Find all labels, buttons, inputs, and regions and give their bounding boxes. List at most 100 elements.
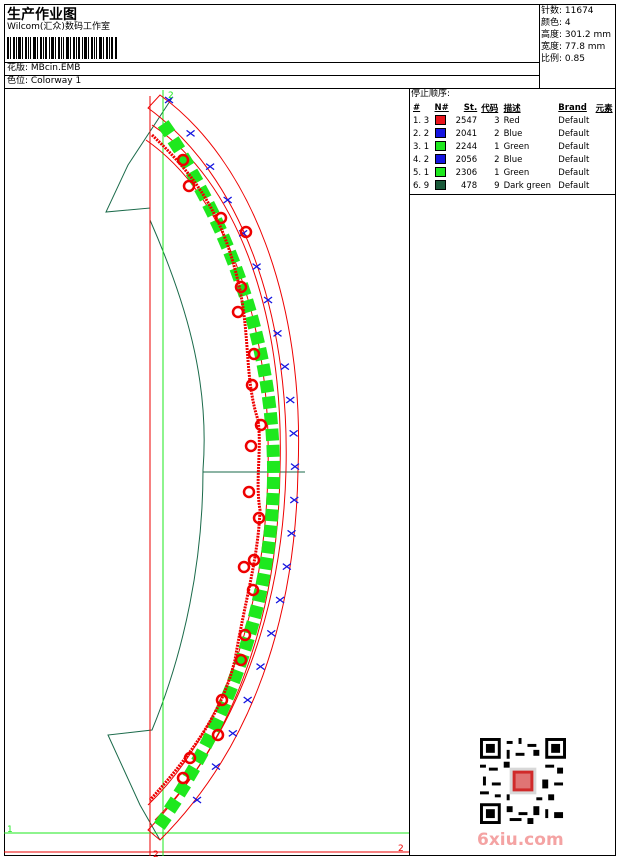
page-frame: [4, 4, 616, 856]
green-block: [202, 201, 220, 218]
sequence-title: 停止顺序:: [411, 89, 451, 99]
green-block: [243, 620, 260, 636]
outer-border-band: [147, 94, 300, 841]
blue-mark: [186, 129, 195, 137]
red-curl: [246, 583, 260, 597]
table-row: 5. 1 2306 1 Green Default: [411, 166, 616, 179]
row-index: 3. 1: [413, 141, 430, 152]
row-color-swatch-cell: [433, 140, 452, 153]
blue-stitch-marks: [164, 96, 300, 804]
green-block: [207, 716, 225, 733]
design-file-label: 花版: MBcin.EMB: [7, 63, 81, 73]
green-block: [266, 492, 280, 506]
green-block: [251, 588, 268, 603]
table-row: 1. 3 2547 3 Red Default: [411, 114, 616, 127]
blue-mark: [263, 296, 273, 304]
red-vine-stitch: [148, 133, 262, 802]
red-curl: [254, 418, 268, 432]
row-index: 4. 2: [413, 154, 430, 165]
header-bottom-line: [4, 88, 616, 89]
header-divider-2: [4, 75, 540, 76]
stats-divider: [539, 4, 540, 88]
design-height: 高度: 301.2 mm: [541, 30, 612, 40]
row-brand: Default: [558, 167, 590, 178]
blue-mark: [164, 96, 174, 104]
red-curl: [234, 280, 248, 294]
red-curl: [176, 771, 190, 785]
blue-mark: [273, 329, 282, 337]
design-outline: [105, 97, 205, 841]
red-curl: [252, 511, 266, 525]
blue-mark: [287, 529, 296, 537]
col-header-needle: N#: [434, 102, 449, 113]
green-block: [245, 314, 261, 330]
green-block: [263, 412, 278, 426]
row-element: [594, 166, 616, 179]
row-desc: Red: [503, 115, 520, 126]
color-swatch: [434, 167, 446, 178]
sequence-bottom-line: [409, 194, 616, 195]
colorway-label: 色位: Colorway 1: [7, 76, 82, 86]
color-sequence-table: # N# St. 代码 描述 Brand 元素 1. 3 2547 3 Red Defa…: [411, 101, 616, 192]
marker-axis-two-right: 2: [398, 844, 404, 854]
row-code: 2: [494, 154, 500, 165]
red-curl: [231, 305, 245, 319]
green-block: [173, 780, 191, 798]
green-satin-blocks: [154, 120, 281, 830]
green-block: [256, 363, 272, 378]
green-block: [255, 572, 271, 587]
page-title: 生产作业图: [7, 7, 77, 23]
col-header-element: 元素: [595, 103, 613, 114]
red-curl: [245, 378, 259, 392]
blue-mark: [280, 363, 290, 371]
red-curl: [211, 728, 225, 742]
row-color-swatch-cell: [433, 114, 452, 127]
row-index: 6. 9: [413, 180, 430, 191]
table-row: 6. 9 478 9 Dark green Default: [411, 179, 616, 192]
red-curl: [183, 751, 197, 765]
green-block: [191, 748, 209, 766]
green-block: [164, 796, 182, 814]
row-desc: Green: [503, 141, 530, 152]
blue-mark: [211, 763, 221, 771]
color-swatch: [434, 154, 446, 165]
blue-mark: [266, 629, 276, 637]
red-curl: [242, 485, 256, 499]
row-code: 2: [494, 128, 500, 139]
green-block: [266, 444, 280, 458]
row-element: [594, 114, 616, 127]
green-block: [264, 508, 279, 522]
row-stitches: 2056: [455, 154, 478, 165]
blue-mark: [285, 396, 295, 404]
watermark-text: 6xiu.com: [477, 830, 564, 850]
color-swatch: [434, 115, 446, 126]
red-curl-motifs: [176, 153, 268, 785]
row-brand: Default: [558, 154, 590, 165]
table-header-row: # N# St. 代码 描述 Brand 元素: [411, 101, 616, 114]
red-curl: [244, 439, 258, 453]
row-stitches: 478: [460, 180, 478, 191]
barcode: [7, 37, 117, 59]
blue-mark: [243, 696, 253, 704]
row-code: 9: [494, 180, 500, 191]
row-stitches: 2547: [455, 115, 478, 126]
red-curl: [247, 347, 261, 361]
row-desc: Dark green: [503, 180, 551, 191]
green-block: [259, 379, 275, 394]
row-code: 1: [494, 141, 500, 152]
marker-top: 2: [168, 91, 174, 101]
row-color-swatch-cell: [433, 179, 452, 192]
row-index: 2. 2: [413, 128, 430, 139]
row-element: [594, 140, 616, 153]
row-element: [594, 179, 616, 192]
row-desc: Blue: [503, 154, 523, 165]
design-scale: 比例: 0.85: [541, 54, 585, 64]
red-curl: [234, 653, 248, 667]
blue-mark: [289, 496, 299, 504]
qr-code: [480, 738, 566, 824]
red-curl: [237, 560, 251, 574]
red-curl: [214, 211, 228, 225]
row-stitches: 2306: [455, 167, 478, 178]
marker-axis-one: 1: [7, 825, 13, 835]
green-block: [266, 460, 281, 474]
